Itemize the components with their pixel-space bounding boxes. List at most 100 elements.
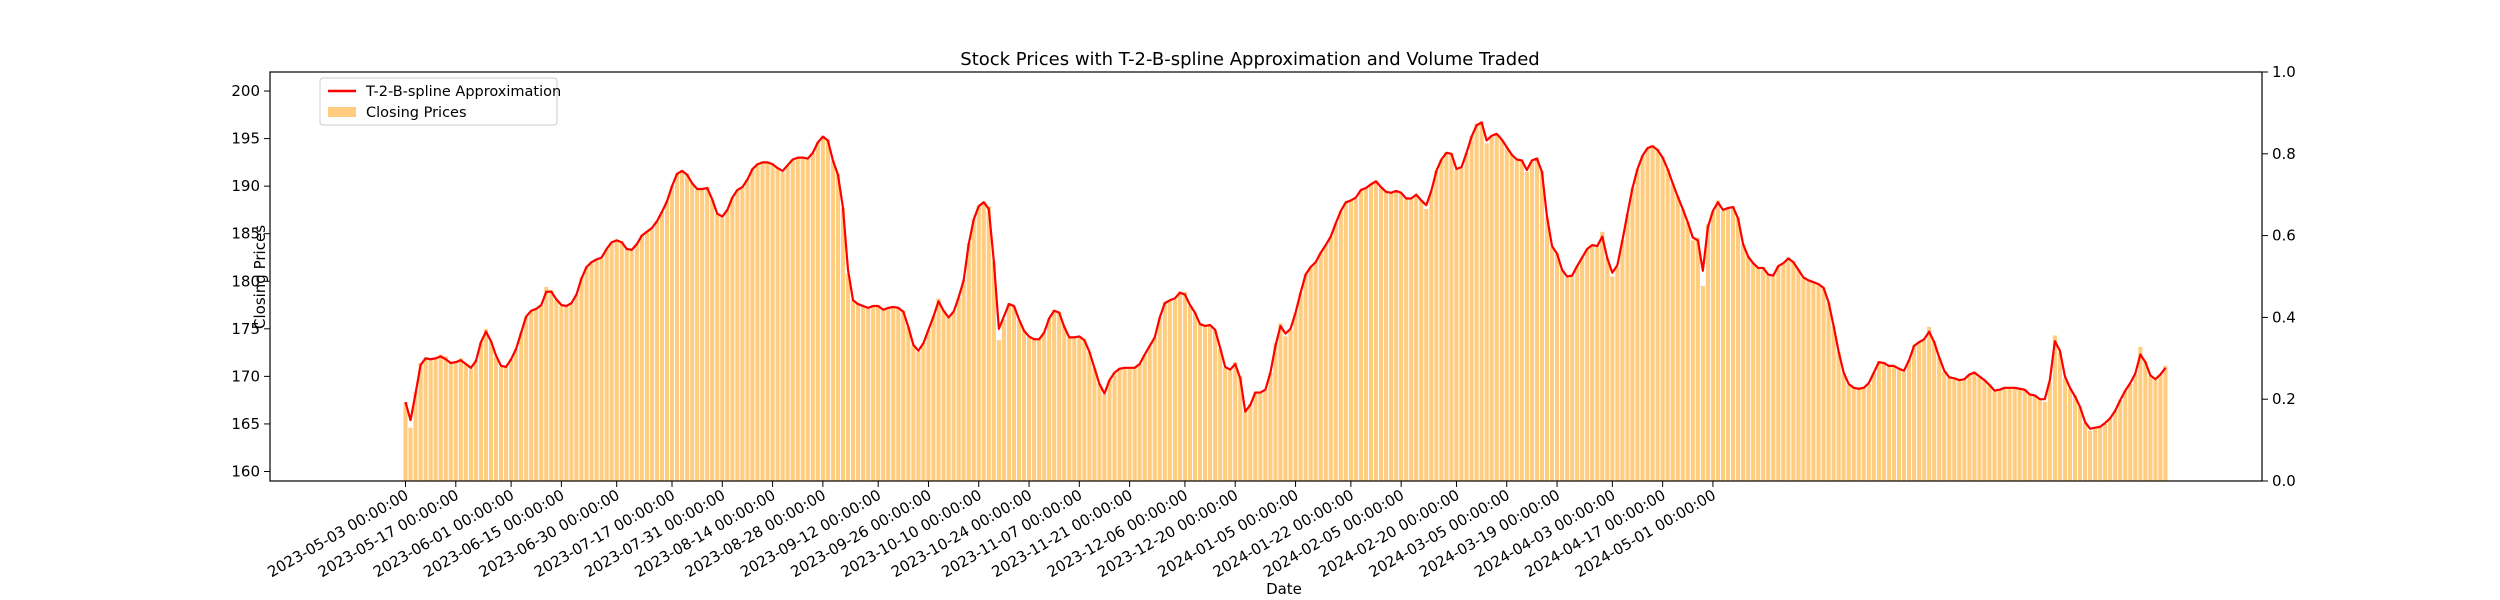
closing-price-bar [1766, 274, 1771, 481]
closing-price-bar [820, 135, 825, 482]
closing-price-bar [1419, 200, 1424, 481]
closing-price-bar [1328, 236, 1333, 481]
closing-price-bar [840, 208, 846, 481]
closing-price-bar [428, 359, 433, 481]
closing-price-bar [1273, 343, 1278, 481]
closing-price-bar [569, 303, 574, 481]
closing-price-bar [2072, 395, 2078, 481]
y-tick-label: 200 [231, 82, 260, 100]
closing-price-bar [1117, 367, 1122, 481]
closing-price-bar [1167, 300, 1172, 481]
closing-price-bar [1248, 403, 1253, 481]
closing-price-bar [1233, 362, 1238, 481]
closing-price-bar [966, 243, 971, 481]
closing-price-bar [745, 179, 750, 482]
closing-price-bar [1107, 380, 1112, 481]
closing-price-bar [1172, 299, 1177, 481]
closing-price-bar [1982, 380, 1987, 481]
closing-price-bar [1026, 336, 1032, 481]
closing-price-bar [659, 211, 665, 481]
y2-tick-label: 0.6 [2272, 227, 2296, 245]
spline-line [404, 121, 2167, 430]
closing-price-bar [2103, 423, 2108, 481]
closing-price-bar [458, 358, 463, 481]
closing-price-bar [1288, 329, 1293, 481]
closing-price-bar [488, 341, 494, 481]
closing-price-bar [1278, 323, 1283, 481]
closing-price-bar [2143, 361, 2148, 481]
closing-price-bar [876, 305, 881, 481]
closing-price-bar [504, 366, 509, 481]
closing-price-bar [1937, 357, 1942, 481]
closing-price-bar [866, 307, 871, 481]
closing-price-bar [1891, 365, 1897, 481]
closing-price-bar [1690, 240, 1695, 481]
closing-price-bar [559, 305, 564, 481]
closing-price-bar [519, 332, 524, 481]
closing-price-bar [1006, 303, 1011, 481]
closing-price-bar [2138, 346, 2143, 481]
closing-price-bar [1534, 157, 1539, 481]
closing-price-bar [448, 363, 453, 481]
closing-price-bar [2082, 422, 2088, 481]
closing-price-bar [695, 189, 700, 481]
closing-price-bar [1308, 266, 1313, 481]
closing-price-bar [780, 171, 785, 481]
closing-price-bar [705, 187, 710, 481]
closing-price-bar [614, 239, 619, 481]
closing-price-bar [1700, 286, 1705, 481]
closing-price-bar [1590, 244, 1595, 481]
closing-price-bar [1751, 263, 1756, 481]
closing-price-bar [564, 306, 569, 481]
closing-price-bar [1695, 237, 1700, 481]
closing-price-bar [971, 219, 976, 481]
closing-price-bar [609, 242, 614, 481]
closing-price-bar [735, 189, 740, 481]
closing-price-bar [1836, 351, 1841, 481]
closing-price-bar [1640, 155, 1645, 481]
closing-price-bar [1881, 362, 1886, 481]
closing-price-bar [730, 197, 735, 482]
closing-price-bar [468, 368, 473, 481]
closing-price-bar [1625, 213, 1630, 481]
closing-price-bar [850, 300, 856, 481]
closing-price-bar [2163, 365, 2168, 481]
closing-price-bar [1434, 170, 1439, 482]
y-tick-label: 175 [231, 320, 260, 338]
spline-line-group [404, 121, 2167, 430]
closing-price-bar [1861, 387, 1866, 481]
closing-price-bar [2128, 383, 2133, 481]
closing-price-bar [463, 364, 468, 481]
closing-price-bar [554, 299, 559, 481]
closing-price-bar [680, 169, 685, 481]
closing-price-bar [1283, 336, 1288, 481]
closing-price-bar [1796, 268, 1801, 481]
closing-price-bar [1554, 252, 1560, 481]
closing-price-bar [2108, 419, 2113, 481]
closing-price-bar [891, 305, 896, 481]
closing-price-bar [2022, 389, 2027, 481]
closing-price-bar [1585, 248, 1590, 481]
closing-price-bar [2077, 406, 2083, 481]
closing-price-bar [1087, 351, 1092, 481]
closing-price-bar [1429, 190, 1434, 481]
closing-price-bar [1665, 169, 1670, 481]
closing-price-bar [1293, 312, 1298, 481]
y-tick-label: 190 [231, 177, 260, 195]
closing-price-bar [1363, 188, 1369, 482]
closing-price-bar [1570, 276, 1575, 481]
closing-price-bar [1389, 192, 1394, 482]
y2-tick-label: 0.0 [2272, 472, 2296, 490]
closing-price-bar [1459, 168, 1464, 481]
closing-price-bar [1560, 269, 1565, 481]
closing-price-bar [976, 206, 981, 482]
closing-price-bar [1962, 379, 1967, 481]
closing-price-bar [1967, 374, 1972, 481]
closing-price-bar [1544, 217, 1550, 481]
closing-price-bar [589, 261, 594, 481]
closing-price-bar [881, 310, 886, 481]
closing-price-bar [594, 259, 599, 481]
chart-title: Stock Prices with T-2-B-spline Approxima… [960, 49, 1539, 70]
closing-price-bar [856, 304, 861, 481]
